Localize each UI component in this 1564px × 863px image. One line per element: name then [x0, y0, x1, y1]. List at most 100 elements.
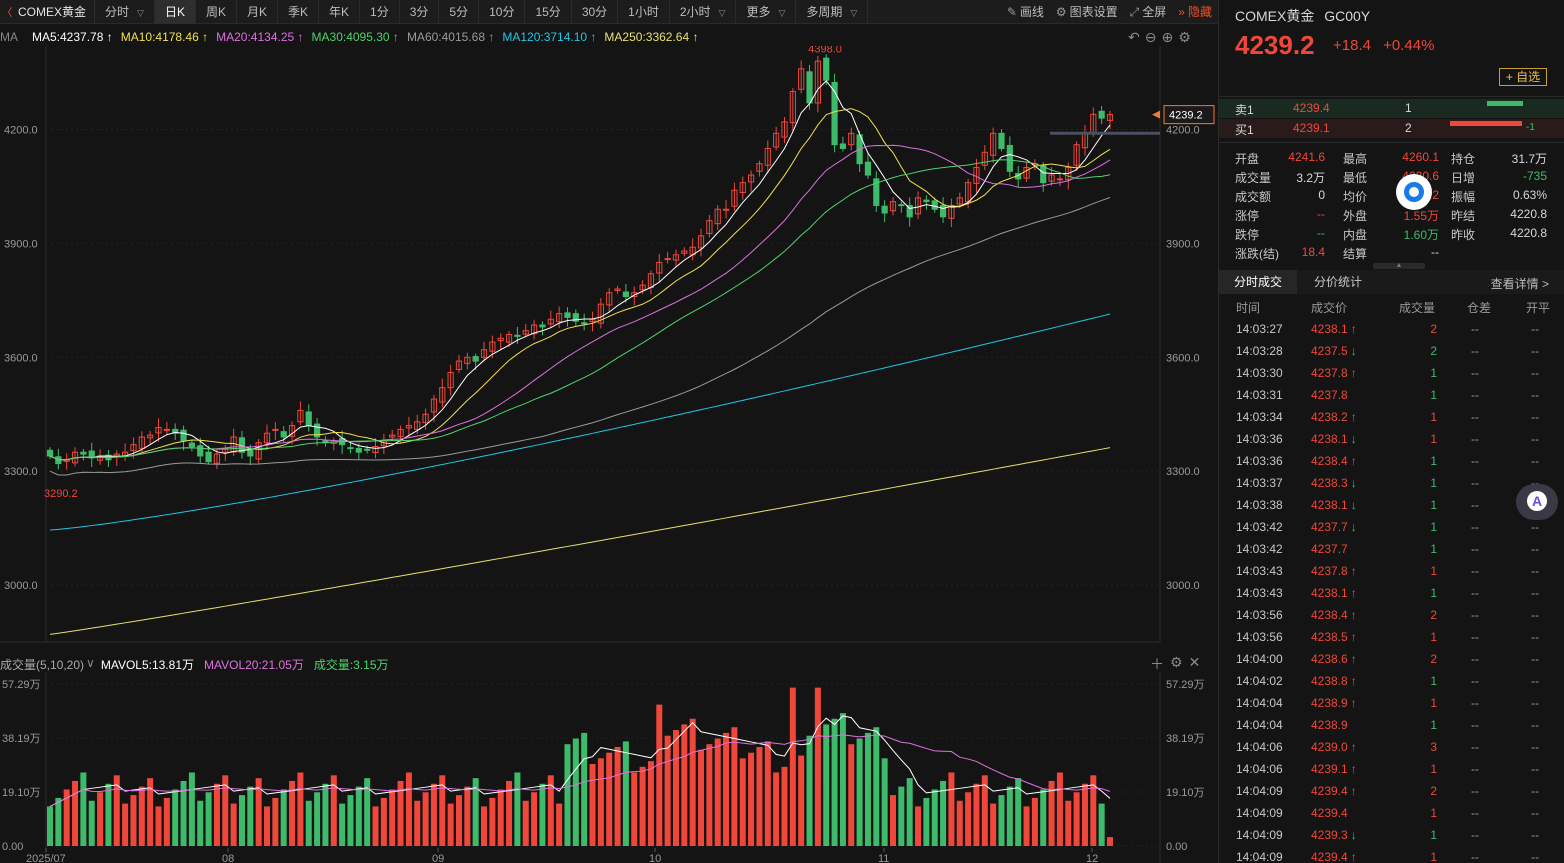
candle[interactable]	[197, 437, 204, 464]
candle[interactable]	[380, 433, 387, 455]
candle[interactable]	[881, 200, 888, 223]
candle[interactable]	[990, 127, 997, 163]
candle[interactable]	[923, 195, 930, 210]
candle[interactable]	[848, 127, 855, 151]
candle[interactable]	[664, 251, 671, 264]
candle[interactable]	[898, 201, 905, 213]
candle[interactable]	[856, 130, 863, 173]
candle[interactable]	[122, 443, 129, 461]
tab-period[interactable]: 2小时 ▽	[670, 0, 737, 24]
tab-period[interactable]: 季K	[278, 0, 320, 24]
candle[interactable]	[339, 430, 346, 455]
candle[interactable]	[889, 197, 897, 216]
candle[interactable]	[756, 160, 763, 177]
candle[interactable]	[497, 333, 504, 351]
candle[interactable]	[313, 418, 321, 446]
draw-line-button[interactable]: ✎ 画线	[1001, 3, 1050, 20]
close-icon[interactable]: ✕	[1188, 654, 1201, 670]
candle[interactable]	[272, 422, 279, 441]
candle[interactable]	[213, 449, 221, 469]
candle[interactable]	[798, 60, 805, 94]
candle[interactable]	[622, 284, 630, 303]
tab-period[interactable]: 周K	[196, 0, 237, 24]
volume-chart[interactable]: 57.29万 57.29万 38.19万 38.19万 19.10万 19.10万 0.00…	[0, 672, 1218, 863]
candle[interactable]	[530, 319, 538, 340]
candle[interactable]	[1056, 172, 1064, 187]
candle[interactable]	[614, 285, 621, 294]
candle[interactable]	[1023, 161, 1030, 182]
candle[interactable]	[748, 170, 755, 192]
candle[interactable]	[163, 421, 170, 435]
tab-period[interactable]: 3分	[400, 0, 440, 24]
candle[interactable]	[948, 198, 955, 228]
candle[interactable]	[781, 116, 788, 144]
zoom-out-icon[interactable]: ⊖	[1144, 29, 1157, 45]
candle[interactable]	[288, 421, 296, 445]
candle[interactable]	[330, 437, 337, 451]
candle[interactable]	[873, 171, 880, 212]
candle[interactable]	[939, 197, 947, 223]
symbol-name[interactable]: COMEX黄金	[14, 0, 96, 24]
candle[interactable]	[556, 306, 563, 329]
candle[interactable]	[697, 228, 705, 257]
candle[interactable]	[981, 145, 988, 171]
tab-price-stats[interactable]: 分价统计	[1314, 275, 1363, 289]
candle[interactable]	[606, 288, 613, 313]
candle[interactable]	[731, 182, 738, 211]
candle[interactable]	[464, 352, 471, 370]
candle[interactable]	[631, 286, 638, 306]
ai-assistant-icon[interactable]: A	[1516, 484, 1558, 520]
volume-indicator-name[interactable]: 成交量(5,10,20)	[0, 658, 85, 672]
chart-settings-button[interactable]: ⚙ 图表设置	[1050, 3, 1124, 20]
candle[interactable]	[864, 153, 872, 179]
candle[interactable]	[71, 447, 79, 467]
candle[interactable]	[597, 298, 604, 329]
candle[interactable]	[681, 247, 688, 257]
back-arrow-icon[interactable]: 〈	[1, 6, 13, 19]
candle[interactable]	[80, 448, 87, 461]
candle[interactable]	[714, 205, 721, 231]
candle[interactable]	[656, 254, 663, 283]
ma-indicator-name[interactable]: MA	[0, 30, 18, 44]
candle[interactable]	[564, 307, 571, 327]
candlestick-chart[interactable]: 3000.0 3000.0 3300.0 3300.0 3600.0 3600.0 3900…	[0, 46, 1218, 650]
tab-time-sales[interactable]: 分时成交	[1219, 270, 1298, 294]
candle[interactable]	[764, 140, 771, 174]
tab-period[interactable]: 10分	[479, 0, 526, 24]
candle[interactable]	[581, 313, 588, 331]
candle[interactable]	[1006, 136, 1013, 177]
candle[interactable]	[722, 200, 730, 219]
tab-period[interactable]: 多周期 ▽	[796, 0, 869, 24]
undo-icon[interactable]: ↶	[1128, 29, 1140, 45]
tab-period[interactable]: 年K	[319, 0, 361, 24]
candle[interactable]	[322, 436, 329, 447]
candle[interactable]	[739, 176, 746, 200]
tab-period[interactable]: 15分	[525, 0, 572, 24]
candle[interactable]	[1106, 110, 1114, 130]
candle[interactable]	[297, 401, 304, 426]
tab-period[interactable]: 分时 ▽	[95, 0, 155, 24]
candle[interactable]	[589, 311, 596, 332]
tab-period[interactable]: 1分	[360, 0, 400, 24]
candle[interactable]	[572, 309, 579, 326]
candle[interactable]	[155, 418, 162, 442]
candle[interactable]	[88, 442, 95, 467]
candle[interactable]	[647, 270, 655, 295]
candle[interactable]	[547, 310, 554, 328]
candle[interactable]	[998, 129, 1005, 152]
add-watchlist-button[interactable]: + 自选	[1499, 68, 1547, 86]
candle[interactable]	[405, 416, 412, 438]
tab-period[interactable]: 5分	[439, 0, 480, 24]
tab-period[interactable]: 30分	[572, 0, 619, 24]
candle[interactable]	[823, 54, 830, 86]
tab-period[interactable]: 1小时	[618, 0, 670, 24]
candle[interactable]	[931, 197, 938, 213]
fullscreen-button[interactable]: ⤢ 全屏	[1124, 3, 1173, 20]
candle[interactable]	[188, 440, 195, 452]
candle[interactable]	[706, 214, 713, 238]
candle[interactable]	[263, 424, 271, 450]
candle[interactable]	[839, 136, 847, 152]
zoom-in-icon[interactable]: ⊕	[1161, 29, 1174, 45]
candle[interactable]	[522, 323, 529, 338]
hide-panel-button[interactable]: » 隐藏	[1172, 3, 1218, 20]
